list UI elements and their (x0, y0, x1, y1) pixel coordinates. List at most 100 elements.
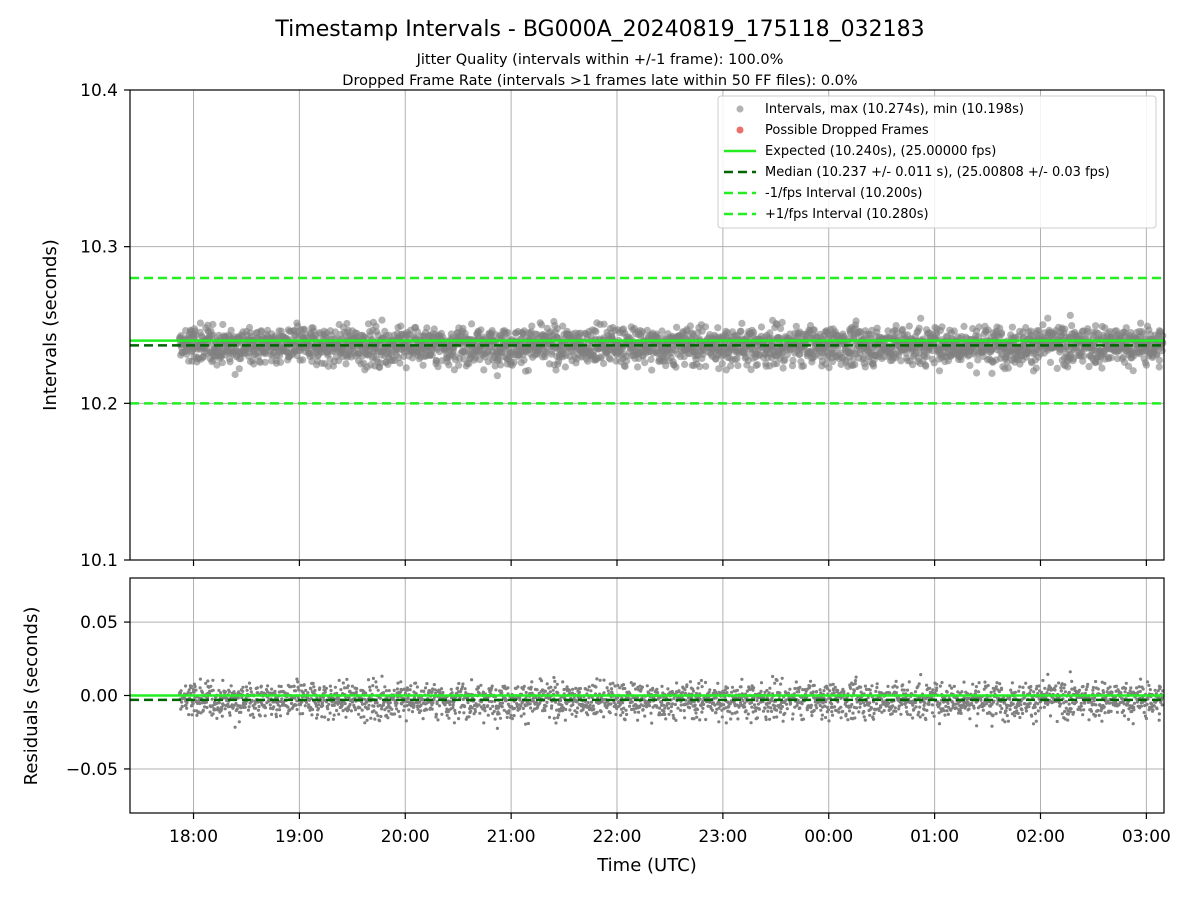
interval-point (757, 323, 766, 331)
residual-point (716, 681, 720, 685)
residual-point (858, 702, 863, 706)
interval-point (973, 369, 981, 377)
interval-point (419, 361, 427, 369)
residual-point (312, 685, 316, 689)
residual-point (683, 688, 687, 692)
residual-point (671, 713, 675, 718)
residual-point (766, 709, 770, 713)
residual-point (609, 702, 613, 706)
residual-point (586, 700, 590, 705)
residual-point (591, 704, 595, 708)
residual-point (321, 704, 325, 708)
residual-point (193, 684, 197, 689)
interval-point (1124, 362, 1133, 370)
interval-point (434, 363, 442, 371)
interval-point (714, 324, 722, 332)
residual-point (785, 707, 789, 711)
residual-point (470, 706, 474, 710)
legend-label-median: Median (10.237 +/- 0.011 s), (25.00808 +… (765, 165, 1110, 180)
residual-point (301, 712, 305, 716)
residual-point (537, 691, 541, 696)
residual-point (298, 703, 303, 707)
residual-point (691, 689, 696, 693)
interval-point (915, 324, 923, 332)
residual-point (257, 704, 261, 709)
residual-point (366, 706, 370, 711)
interval-point (917, 314, 925, 322)
residual-point (815, 706, 819, 710)
interval-point (1064, 363, 1072, 371)
residual-point (739, 701, 743, 705)
residual-point (226, 702, 230, 706)
residual-point (395, 701, 399, 705)
residual-point (293, 696, 297, 700)
residual-point (819, 691, 823, 695)
residual-point (619, 713, 623, 717)
residual-point (846, 718, 850, 722)
residual-point (677, 689, 681, 693)
residual-point (274, 712, 278, 716)
residual-point (578, 686, 583, 691)
residual-point (237, 690, 241, 694)
residual-point (735, 688, 740, 692)
interval-point (250, 360, 258, 368)
residual-point (383, 708, 387, 712)
residual-point (571, 703, 575, 707)
residual-point (663, 712, 667, 717)
residual-point (221, 678, 225, 683)
residual-point (416, 707, 420, 711)
residual-point (798, 685, 802, 689)
residual-point (275, 708, 279, 712)
residual-point (574, 714, 578, 719)
residual-point (295, 699, 299, 703)
intervals-y-tick-label: 10.3 (80, 238, 118, 258)
residual-point (522, 684, 526, 689)
residual-point (220, 714, 224, 718)
residual-point (801, 717, 806, 721)
residual-point (198, 677, 202, 681)
residual-point (425, 682, 429, 686)
residual-point (217, 688, 221, 693)
interval-point (1008, 323, 1017, 331)
residual-point (545, 682, 549, 686)
residual-point (297, 688, 301, 692)
residual-point (549, 685, 553, 689)
residual-point (189, 691, 193, 695)
residual-point (384, 689, 388, 693)
interval-point (909, 361, 917, 369)
residual-point (246, 708, 251, 712)
residual-point (379, 714, 383, 719)
interval-point (445, 361, 453, 369)
residual-point (452, 721, 456, 725)
residual-point (378, 696, 382, 700)
interval-point (477, 326, 485, 334)
interval-point (938, 323, 946, 331)
residual-point (408, 688, 412, 692)
residual-point (304, 700, 308, 705)
residual-point (211, 678, 215, 682)
residual-point (833, 685, 837, 689)
residual-point (743, 705, 747, 709)
residual-point (529, 685, 533, 689)
residual-point (549, 706, 554, 710)
residual-point (398, 715, 402, 719)
residual-point (414, 681, 418, 685)
interval-point (922, 362, 930, 370)
residual-point (198, 701, 202, 706)
residual-point (610, 690, 614, 694)
interval-point (861, 363, 869, 371)
residual-point (463, 687, 467, 691)
interval-point (892, 322, 900, 330)
residual-point (279, 684, 283, 689)
residual-point (249, 690, 253, 694)
residual-point (767, 691, 771, 695)
residual-point (412, 703, 416, 707)
interval-point (773, 360, 781, 368)
residual-point (253, 706, 258, 710)
interval-point (276, 358, 285, 366)
interval-point (1129, 367, 1137, 375)
interval-point (218, 359, 226, 367)
residual-point (512, 714, 516, 718)
residual-point (252, 715, 256, 720)
residual-point (847, 709, 852, 713)
